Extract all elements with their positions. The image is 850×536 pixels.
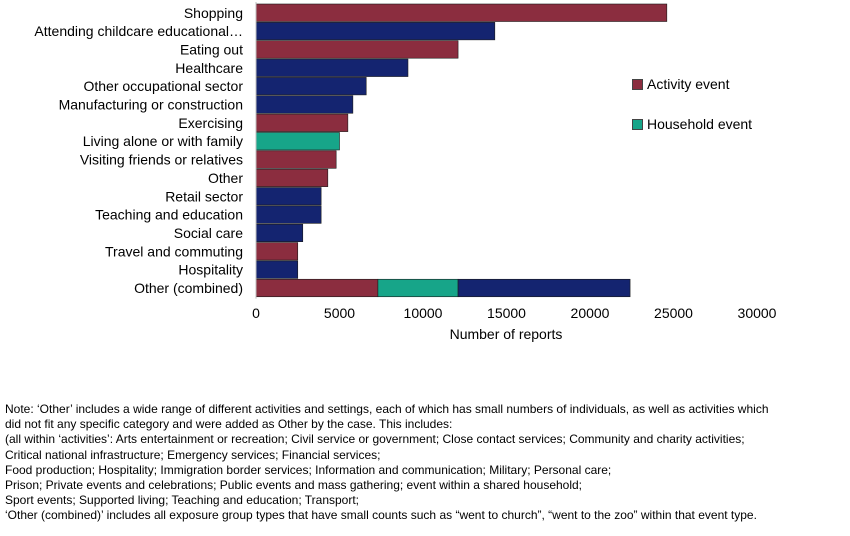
legend-swatch-household (632, 118, 643, 130)
category-label: Other (208, 170, 243, 186)
note-line: ‘Other (combined)’ includes all exposure… (5, 508, 757, 523)
category-label: Hospitality (178, 262, 243, 278)
bar-healthcare-s2 (255, 58, 409, 77)
x-tick-labels: 0 5000 10000 15000 20000 25000 30000 (252, 305, 777, 321)
note-line: Note: ‘Other’ includes a wide range of d… (5, 402, 769, 416)
bar-manufacturing-or-construction-s2 (255, 95, 354, 114)
category-label: Other occupational sector (83, 78, 243, 94)
bar-other-s0 (255, 168, 329, 187)
x-tick-label: 5000 (324, 305, 355, 321)
note-line: Sport events; Supported living; Teaching… (5, 493, 360, 508)
category-label: Visiting friends or relatives (80, 152, 243, 168)
legend-item-activity: Activity event (632, 76, 729, 92)
category-label: Other (combined) (134, 280, 243, 296)
bar-other-combined-s1 (377, 278, 459, 298)
bar-hospitality-s2 (255, 260, 299, 279)
category-label: Manufacturing or construction (59, 97, 243, 113)
category-label: Exercising (178, 115, 243, 131)
bar-social-care-s2 (255, 223, 304, 242)
category-label: Travel and commuting (105, 243, 243, 259)
bar-living-alone-or-with-family-s1 (255, 132, 340, 151)
bar-exercising-s0 (255, 113, 349, 132)
category-label: Attending childcare educational… (34, 23, 243, 39)
bar-shopping-s0 (255, 3, 668, 22)
chart-bars (255, 3, 668, 298)
note-line: did not fit any specific category and we… (5, 417, 453, 432)
bar-teaching-and-education-s2 (255, 205, 322, 224)
category-label: Retail sector (165, 188, 243, 204)
x-axis-label: Number of reports (450, 326, 563, 342)
category-label: Eating out (180, 41, 243, 57)
x-tick-label: 10000 (404, 305, 443, 321)
category-label: Teaching and education (95, 207, 243, 223)
x-tick-label: 15000 (487, 305, 526, 321)
bar-attending-childcare-educational-s2 (255, 22, 496, 41)
bar-other-occupational-sector-s2 (255, 77, 367, 96)
bar-travel-and-commuting-s0 (255, 242, 299, 261)
bar-other-combined-s2 (457, 278, 631, 298)
legend-label-household: Household event (647, 116, 753, 132)
footnote: Note: ‘Other’ includes a wide range of d… (5, 402, 850, 524)
bar-chart: Shopping Attending childcare educational…… (34, 2, 777, 342)
x-tick-label: 30000 (738, 305, 777, 321)
bar-visiting-friends-or-relatives-s0 (255, 150, 337, 169)
x-tick-label: 0 (252, 305, 260, 321)
category-label: Healthcare (175, 60, 243, 76)
category-label: Shopping (184, 5, 243, 21)
note-line: Critical national infrastructure; Emerge… (5, 447, 381, 462)
legend-item-household: Household event (632, 116, 752, 132)
legend-label-activity: Activity event (647, 76, 730, 92)
x-tick-label: 25000 (654, 305, 693, 321)
bar-retail-sector-s2 (255, 187, 322, 206)
x-tick-label: 20000 (571, 305, 610, 321)
bar-eating-out-s0 (255, 40, 459, 59)
category-label: Living alone or with family (83, 133, 243, 149)
note-line: Prison; Private events and celebrations;… (5, 478, 583, 493)
category-label: Social care (174, 225, 243, 241)
category-labels: Shopping Attending childcare educational…… (34, 5, 243, 296)
note-line: (all within ‘activities’: Arts entertain… (5, 432, 745, 447)
legend-swatch-activity (632, 78, 643, 90)
note-line: Food production; Hospitality; Immigratio… (5, 462, 612, 477)
bar-other-combined-s0 (255, 278, 379, 298)
